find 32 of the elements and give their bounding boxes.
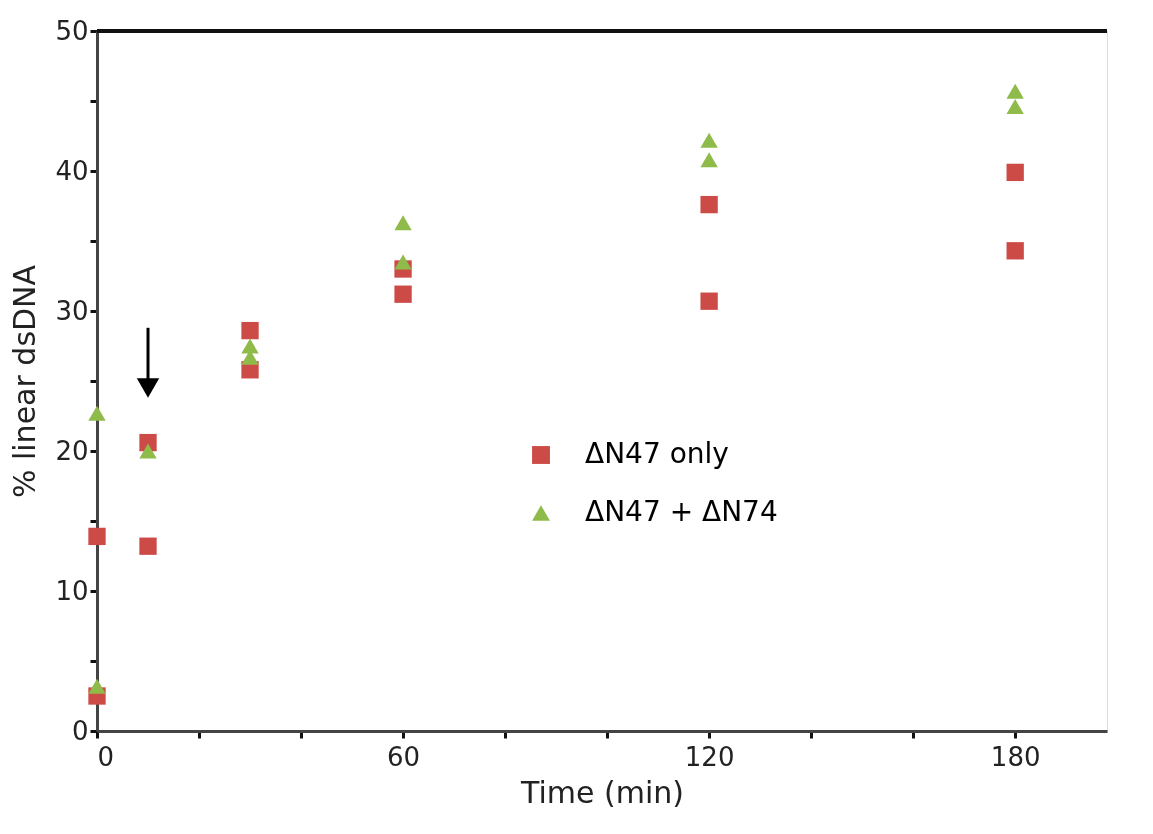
point	[88, 527, 106, 546]
x-axis-title: Time (min)	[520, 774, 684, 810]
point	[241, 338, 259, 354]
x-tick-label: 60	[387, 741, 421, 772]
point	[394, 215, 412, 231]
point	[700, 152, 718, 168]
point	[88, 678, 106, 694]
point	[241, 321, 259, 340]
x-tick-label: 0	[97, 741, 115, 772]
y-tick-label: 30	[55, 295, 89, 326]
point	[88, 405, 106, 421]
point	[139, 443, 157, 459]
point	[394, 254, 412, 270]
y-tick-label: 20	[55, 435, 89, 466]
x-tick-label: 120	[684, 741, 735, 772]
y-tick-label: 10	[55, 575, 89, 606]
y-tick-label: 40	[55, 155, 89, 186]
point	[700, 132, 718, 148]
y-axis-title: % linear dsDNA	[7, 264, 43, 499]
y-tick-label: 0	[71, 715, 89, 746]
point	[1006, 99, 1024, 115]
point	[1006, 242, 1024, 260]
legend-label: ΔN47 + ΔN74	[585, 495, 778, 528]
point	[700, 292, 718, 310]
legend-label: ΔN47 only	[585, 437, 729, 470]
point	[1006, 163, 1024, 182]
point	[700, 195, 718, 214]
point	[1006, 83, 1024, 99]
point	[394, 285, 412, 303]
y-tick-label: 50	[55, 15, 89, 46]
point	[139, 537, 157, 555]
x-tick-label: 180	[990, 741, 1041, 772]
